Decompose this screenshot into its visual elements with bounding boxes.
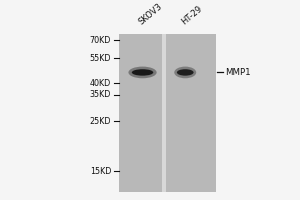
Ellipse shape: [174, 67, 196, 78]
Ellipse shape: [132, 69, 153, 76]
Ellipse shape: [128, 67, 157, 78]
FancyBboxPatch shape: [118, 34, 216, 192]
Text: 25KD: 25KD: [90, 117, 111, 126]
Text: HT-29: HT-29: [179, 4, 204, 27]
Text: 55KD: 55KD: [90, 54, 111, 63]
Ellipse shape: [177, 69, 194, 76]
Text: 35KD: 35KD: [90, 90, 111, 99]
Text: 70KD: 70KD: [90, 36, 111, 45]
FancyBboxPatch shape: [162, 34, 166, 192]
Text: SKOV3: SKOV3: [137, 2, 164, 27]
Text: MMP1: MMP1: [225, 68, 250, 77]
Text: 15KD: 15KD: [90, 167, 111, 176]
Text: 40KD: 40KD: [90, 79, 111, 88]
